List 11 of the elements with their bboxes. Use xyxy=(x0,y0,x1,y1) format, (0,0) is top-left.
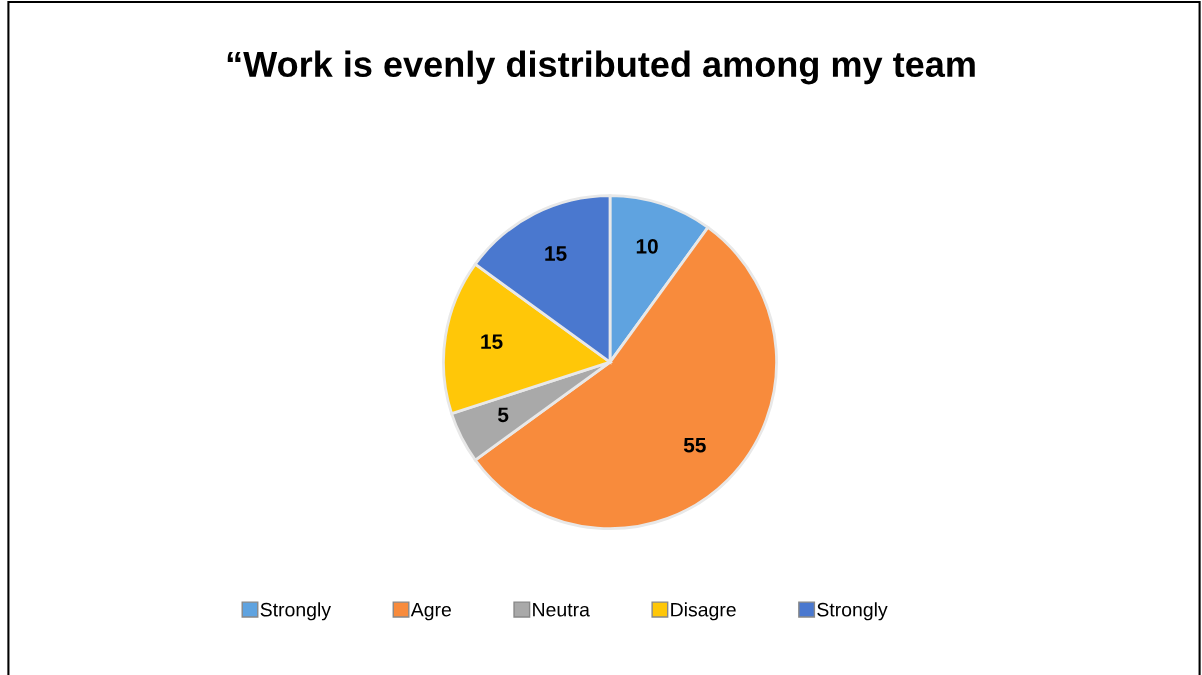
legend-label: Disagre xyxy=(671,602,736,621)
data-label: 55 xyxy=(683,437,706,453)
chart-title: “Work is evenly distributed among my team xyxy=(227,50,975,85)
legend-label: Neutra xyxy=(533,602,590,617)
data-label: 5 xyxy=(498,407,509,423)
data-label: 15 xyxy=(545,246,567,261)
data-label: 15 xyxy=(481,334,503,349)
legend-label: Strongly xyxy=(817,602,888,621)
legend-label: Strongly xyxy=(260,602,331,621)
legend-label: Agre xyxy=(410,602,451,621)
data-label: 10 xyxy=(636,238,658,254)
